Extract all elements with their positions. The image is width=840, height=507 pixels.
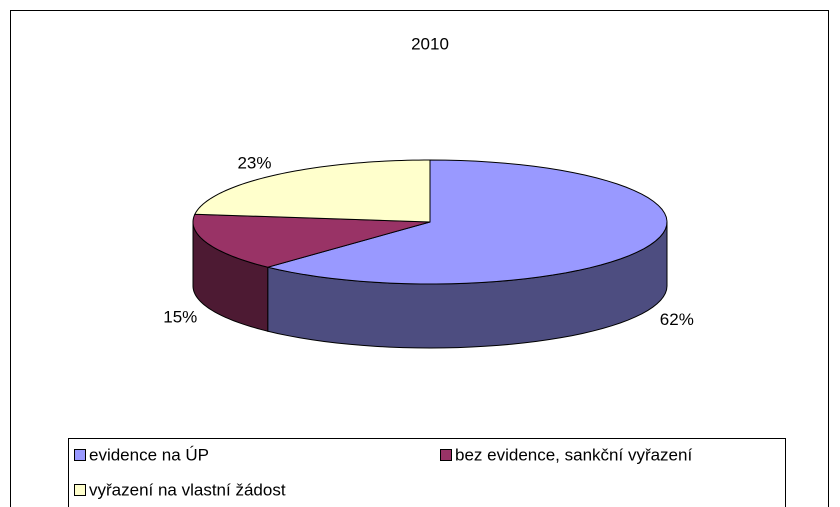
- data-label: 62%: [660, 310, 694, 329]
- chart-title: 2010: [411, 34, 449, 53]
- pie-slice: [194, 159, 431, 223]
- legend-swatch: [74, 484, 86, 496]
- data-label: 15%: [163, 308, 197, 327]
- pie-slice: [267, 159, 668, 285]
- legend-label: vyřazení na vlastní žádost: [89, 480, 286, 499]
- legend-label: bez evidence, sankční vyřazení: [455, 445, 692, 464]
- legend-swatch: [440, 449, 452, 461]
- legend-swatch: [74, 449, 86, 461]
- legend-label: evidence na ÚP: [89, 445, 209, 464]
- pie-slice: [192, 213, 431, 268]
- data-label: 23%: [237, 153, 271, 172]
- legend-box: [68, 438, 786, 507]
